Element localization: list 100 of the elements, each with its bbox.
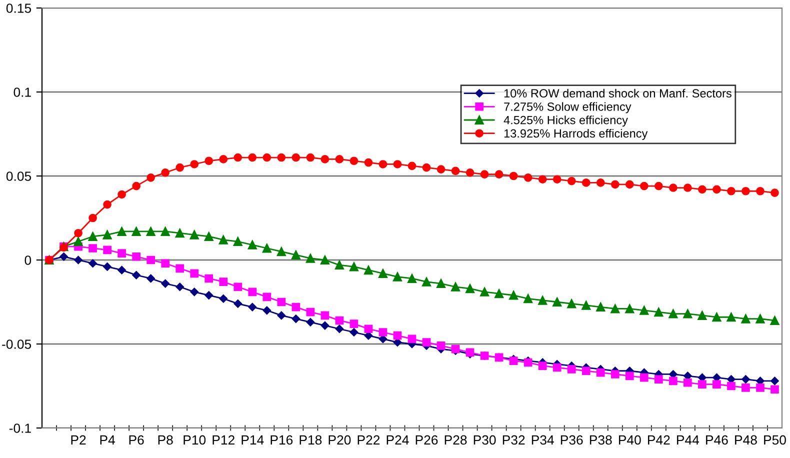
x-tick-label: P48 xyxy=(735,435,757,445)
point xyxy=(74,256,82,264)
x-tick-label: P28 xyxy=(444,435,467,445)
point xyxy=(118,266,126,274)
point xyxy=(494,170,504,178)
point xyxy=(698,185,706,194)
legend-label: 4.525% Hicks efficiency xyxy=(504,116,628,127)
y-tick-label: -0.05 xyxy=(2,340,32,349)
point xyxy=(712,380,721,388)
point xyxy=(538,296,548,305)
point xyxy=(350,320,358,328)
point xyxy=(567,176,576,186)
point xyxy=(350,328,358,336)
point xyxy=(727,382,736,390)
point xyxy=(770,376,779,386)
point xyxy=(248,302,257,312)
point xyxy=(451,166,460,176)
point xyxy=(509,290,518,300)
point xyxy=(146,174,155,182)
point xyxy=(335,155,344,164)
point xyxy=(509,172,518,180)
point xyxy=(160,226,170,236)
point xyxy=(364,158,373,167)
point xyxy=(480,287,490,296)
point xyxy=(320,155,330,164)
point xyxy=(712,312,722,322)
x-tick-label: P20 xyxy=(328,435,351,445)
x-tick-label: P44 xyxy=(677,435,700,445)
point xyxy=(190,160,199,168)
x-tick-label: P18 xyxy=(300,435,322,445)
point xyxy=(552,175,562,184)
point xyxy=(698,380,706,388)
x-tick-label: P42 xyxy=(648,435,670,445)
point xyxy=(176,264,184,273)
point xyxy=(320,255,330,265)
point xyxy=(292,153,300,162)
point xyxy=(306,153,315,162)
point xyxy=(60,252,68,261)
point xyxy=(654,182,663,190)
point xyxy=(132,252,140,261)
point xyxy=(408,162,416,170)
x-tick-label: P36 xyxy=(560,435,583,445)
point xyxy=(684,184,692,192)
point xyxy=(277,153,286,162)
x-tick-label: P2 xyxy=(71,435,86,445)
point xyxy=(480,170,489,178)
point xyxy=(277,298,286,306)
x-tick-label: P14 xyxy=(242,435,264,445)
point xyxy=(146,256,155,264)
point xyxy=(277,311,286,320)
point xyxy=(625,304,634,314)
point xyxy=(276,247,286,256)
x-tick-label: P46 xyxy=(706,435,728,445)
point xyxy=(334,260,344,270)
legend-label: 10% ROW demand shock on Manf. Sectors xyxy=(504,88,732,98)
point xyxy=(219,278,228,286)
point xyxy=(103,246,112,254)
point xyxy=(756,384,764,392)
point xyxy=(132,182,140,190)
point xyxy=(596,368,605,377)
point xyxy=(524,174,532,182)
point xyxy=(538,362,547,370)
point xyxy=(668,309,678,318)
point xyxy=(727,186,736,196)
x-tick-label: P30 xyxy=(474,435,496,445)
point xyxy=(190,269,199,278)
x-tick-label: P22 xyxy=(358,435,380,445)
point xyxy=(392,272,402,282)
point xyxy=(378,328,388,336)
point xyxy=(407,274,417,283)
point xyxy=(350,156,358,166)
point xyxy=(596,302,606,312)
point xyxy=(669,376,678,386)
point xyxy=(552,297,562,307)
point xyxy=(204,274,214,283)
point xyxy=(451,282,460,292)
point xyxy=(610,304,620,314)
x-tick-label: P6 xyxy=(129,435,144,445)
point xyxy=(524,294,533,304)
point xyxy=(262,153,272,162)
point xyxy=(393,160,402,168)
point xyxy=(306,318,315,326)
point xyxy=(117,226,126,236)
point xyxy=(161,259,170,268)
point xyxy=(654,308,664,317)
point xyxy=(176,163,184,172)
x-tick-label: P38 xyxy=(590,435,612,445)
point xyxy=(364,324,373,334)
x-tick-label: P32 xyxy=(502,435,525,445)
point xyxy=(610,370,620,378)
point xyxy=(204,232,214,241)
point xyxy=(306,254,315,263)
point xyxy=(741,314,750,324)
point xyxy=(378,268,388,278)
legend-label: 7.275% Solow efficiency xyxy=(504,102,632,114)
point xyxy=(567,299,576,308)
point xyxy=(291,250,300,260)
point xyxy=(118,249,126,258)
point xyxy=(378,160,388,168)
x-tick-label: P10 xyxy=(184,435,206,445)
